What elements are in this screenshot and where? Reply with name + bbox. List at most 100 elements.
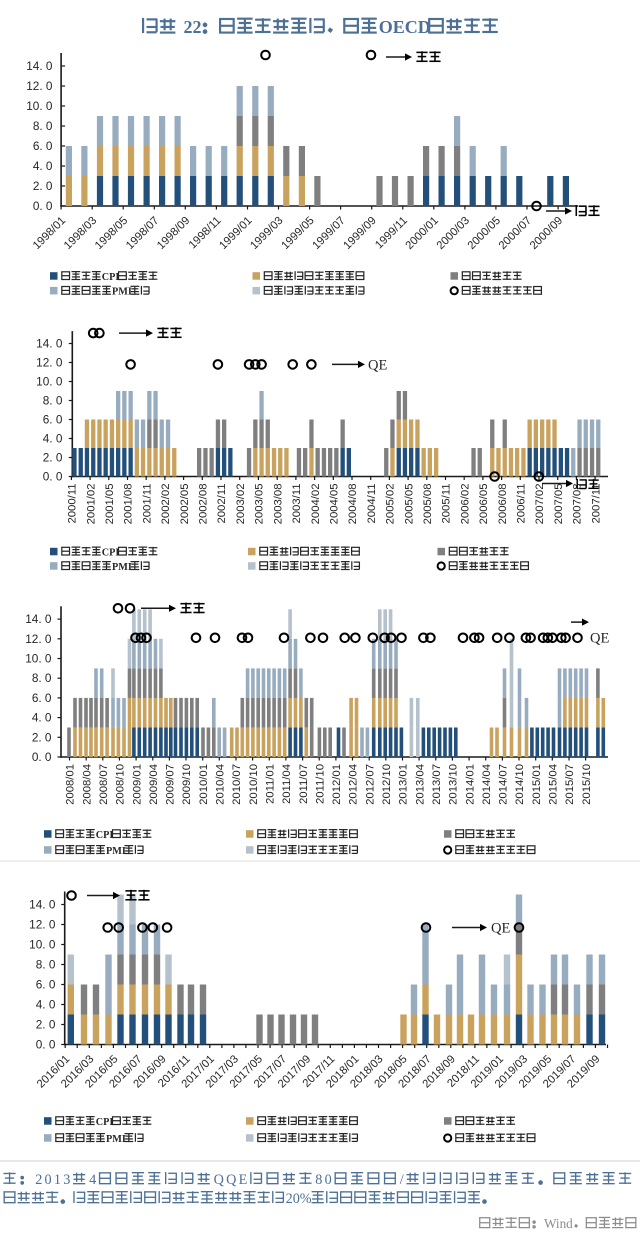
svg-text:14. 0: 14. 0 <box>25 612 52 626</box>
svg-text:6. 0: 6. 0 <box>36 978 56 992</box>
svg-text:2000/11: 2000/11 <box>67 484 79 524</box>
svg-text:2013: 2013 <box>35 1172 72 1188</box>
svg-text:2007/11: 2007/11 <box>590 484 602 524</box>
svg-text:2004/02: 2004/02 <box>310 484 322 525</box>
svg-text:2001/02: 2001/02 <box>85 484 97 525</box>
svg-text:2008/07: 2008/07 <box>98 764 110 805</box>
svg-text:2004/08: 2004/08 <box>347 484 359 525</box>
svg-text:CPI: CPI <box>96 830 114 841</box>
svg-text:PMI: PMI <box>106 846 126 857</box>
svg-text:2008/10: 2008/10 <box>115 764 127 805</box>
svg-text:2007/02: 2007/02 <box>534 484 546 525</box>
svg-text:2009/04: 2009/04 <box>148 764 160 805</box>
svg-text:2012/01: 2012/01 <box>331 764 343 805</box>
svg-text:2002/11: 2002/11 <box>216 484 228 524</box>
svg-text:Wind: Wind <box>544 1216 573 1231</box>
svg-text:10. 0: 10. 0 <box>29 938 56 952</box>
svg-text:2014/10: 2014/10 <box>514 764 526 805</box>
svg-text:2013/01: 2013/01 <box>398 764 410 805</box>
svg-text:2009/01: 2009/01 <box>131 764 143 805</box>
svg-text:2002/08: 2002/08 <box>198 484 210 525</box>
svg-text:4. 0: 4. 0 <box>33 159 53 173</box>
svg-text:2002/02: 2002/02 <box>160 484 172 525</box>
svg-text:2002/05: 2002/05 <box>179 484 191 525</box>
svg-text:2013/04: 2013/04 <box>414 764 426 805</box>
svg-text:2010/01: 2010/01 <box>198 764 210 805</box>
svg-text:2001/11: 2001/11 <box>141 484 153 524</box>
svg-text:2003/02: 2003/02 <box>235 484 247 525</box>
svg-text:2. 0: 2. 0 <box>33 179 53 193</box>
svg-text:2011/01: 2011/01 <box>265 764 277 804</box>
svg-text:4. 0: 4. 0 <box>36 998 56 1012</box>
svg-text:2013/10: 2013/10 <box>448 764 460 805</box>
svg-text:12. 0: 12. 0 <box>26 79 53 93</box>
svg-text:2009/10: 2009/10 <box>181 764 193 805</box>
svg-text:2. 0: 2. 0 <box>43 451 63 465</box>
svg-text:2015/04: 2015/04 <box>548 764 560 805</box>
svg-text:2006/02: 2006/02 <box>459 484 471 525</box>
svg-text:4. 0: 4. 0 <box>43 432 63 446</box>
svg-text:14. 0: 14. 0 <box>36 337 63 351</box>
svg-text:8. 0: 8. 0 <box>36 958 56 972</box>
svg-text:2015/01: 2015/01 <box>531 764 543 805</box>
svg-text:2009/07: 2009/07 <box>165 764 177 805</box>
svg-text:2003/05: 2003/05 <box>254 484 266 525</box>
svg-text:2010/04: 2010/04 <box>215 764 227 805</box>
svg-text:2003/08: 2003/08 <box>272 484 284 525</box>
svg-text:CPI: CPI <box>96 1117 114 1128</box>
svg-text:2012/07: 2012/07 <box>364 764 376 805</box>
svg-text:QE: QE <box>368 357 387 373</box>
svg-text:0. 0: 0. 0 <box>43 470 63 484</box>
svg-text:2004/05: 2004/05 <box>329 484 341 525</box>
svg-text:/: / <box>400 1172 406 1188</box>
svg-text:12. 0: 12. 0 <box>36 356 63 370</box>
svg-text:CPI: CPI <box>102 547 120 558</box>
svg-text:0. 0: 0. 0 <box>32 750 52 764</box>
svg-text:2011/04: 2011/04 <box>281 764 293 804</box>
svg-text:2. 0: 2. 0 <box>36 1018 56 1032</box>
svg-text:2007/05: 2007/05 <box>553 484 565 525</box>
svg-text:2004/11: 2004/11 <box>366 484 378 524</box>
svg-text:10. 0: 10. 0 <box>36 375 63 389</box>
svg-text:PMI: PMI <box>112 562 132 573</box>
svg-text:2005/08: 2005/08 <box>422 484 434 525</box>
svg-text:2001/08: 2001/08 <box>123 484 135 525</box>
svg-text:QQE: QQE <box>214 1172 250 1188</box>
svg-text:2014/01: 2014/01 <box>464 764 476 805</box>
svg-text:2013/07: 2013/07 <box>431 764 443 805</box>
svg-text:2010/10: 2010/10 <box>248 764 260 805</box>
svg-text:6. 0: 6. 0 <box>43 413 63 427</box>
svg-text:2012/04: 2012/04 <box>348 764 360 805</box>
svg-text:2. 0: 2. 0 <box>32 730 52 744</box>
svg-text:2015/10: 2015/10 <box>581 764 593 805</box>
svg-text:QE: QE <box>590 631 609 647</box>
svg-text:0. 0: 0. 0 <box>36 1038 56 1052</box>
svg-text:22: 22 <box>184 17 202 37</box>
svg-text:2008/01: 2008/01 <box>65 764 77 805</box>
svg-text:6. 0: 6. 0 <box>33 139 53 153</box>
svg-text:12. 0: 12. 0 <box>29 918 56 932</box>
svg-text:12. 0: 12. 0 <box>25 632 52 646</box>
svg-text:2011/10: 2011/10 <box>314 764 326 804</box>
svg-text:0. 0: 0. 0 <box>33 199 53 213</box>
svg-text:20%: 20% <box>286 1191 312 1207</box>
svg-text:CPI: CPI <box>102 272 120 283</box>
svg-text:2011/07: 2011/07 <box>298 764 310 804</box>
svg-text:2001/05: 2001/05 <box>104 484 116 525</box>
svg-text:OECD: OECD <box>379 17 431 37</box>
svg-text:2015/07: 2015/07 <box>564 764 576 805</box>
svg-text:4. 0: 4. 0 <box>32 711 52 725</box>
svg-text:80: 80 <box>315 1172 334 1188</box>
svg-text:2007/08: 2007/08 <box>572 484 584 525</box>
svg-text:6. 0: 6. 0 <box>32 691 52 705</box>
svg-text:2006/05: 2006/05 <box>478 483 490 524</box>
svg-text:2005/11: 2005/11 <box>441 484 453 524</box>
svg-text:PMI: PMI <box>106 1134 126 1145</box>
svg-text:2010/07: 2010/07 <box>231 764 243 805</box>
svg-text:4: 4 <box>89 1172 98 1188</box>
svg-text:2012/10: 2012/10 <box>381 764 393 805</box>
svg-text:14. 0: 14. 0 <box>26 59 53 73</box>
svg-text:QE: QE <box>491 921 510 937</box>
svg-text:2014/07: 2014/07 <box>498 764 510 805</box>
svg-text:8. 0: 8. 0 <box>32 671 52 685</box>
